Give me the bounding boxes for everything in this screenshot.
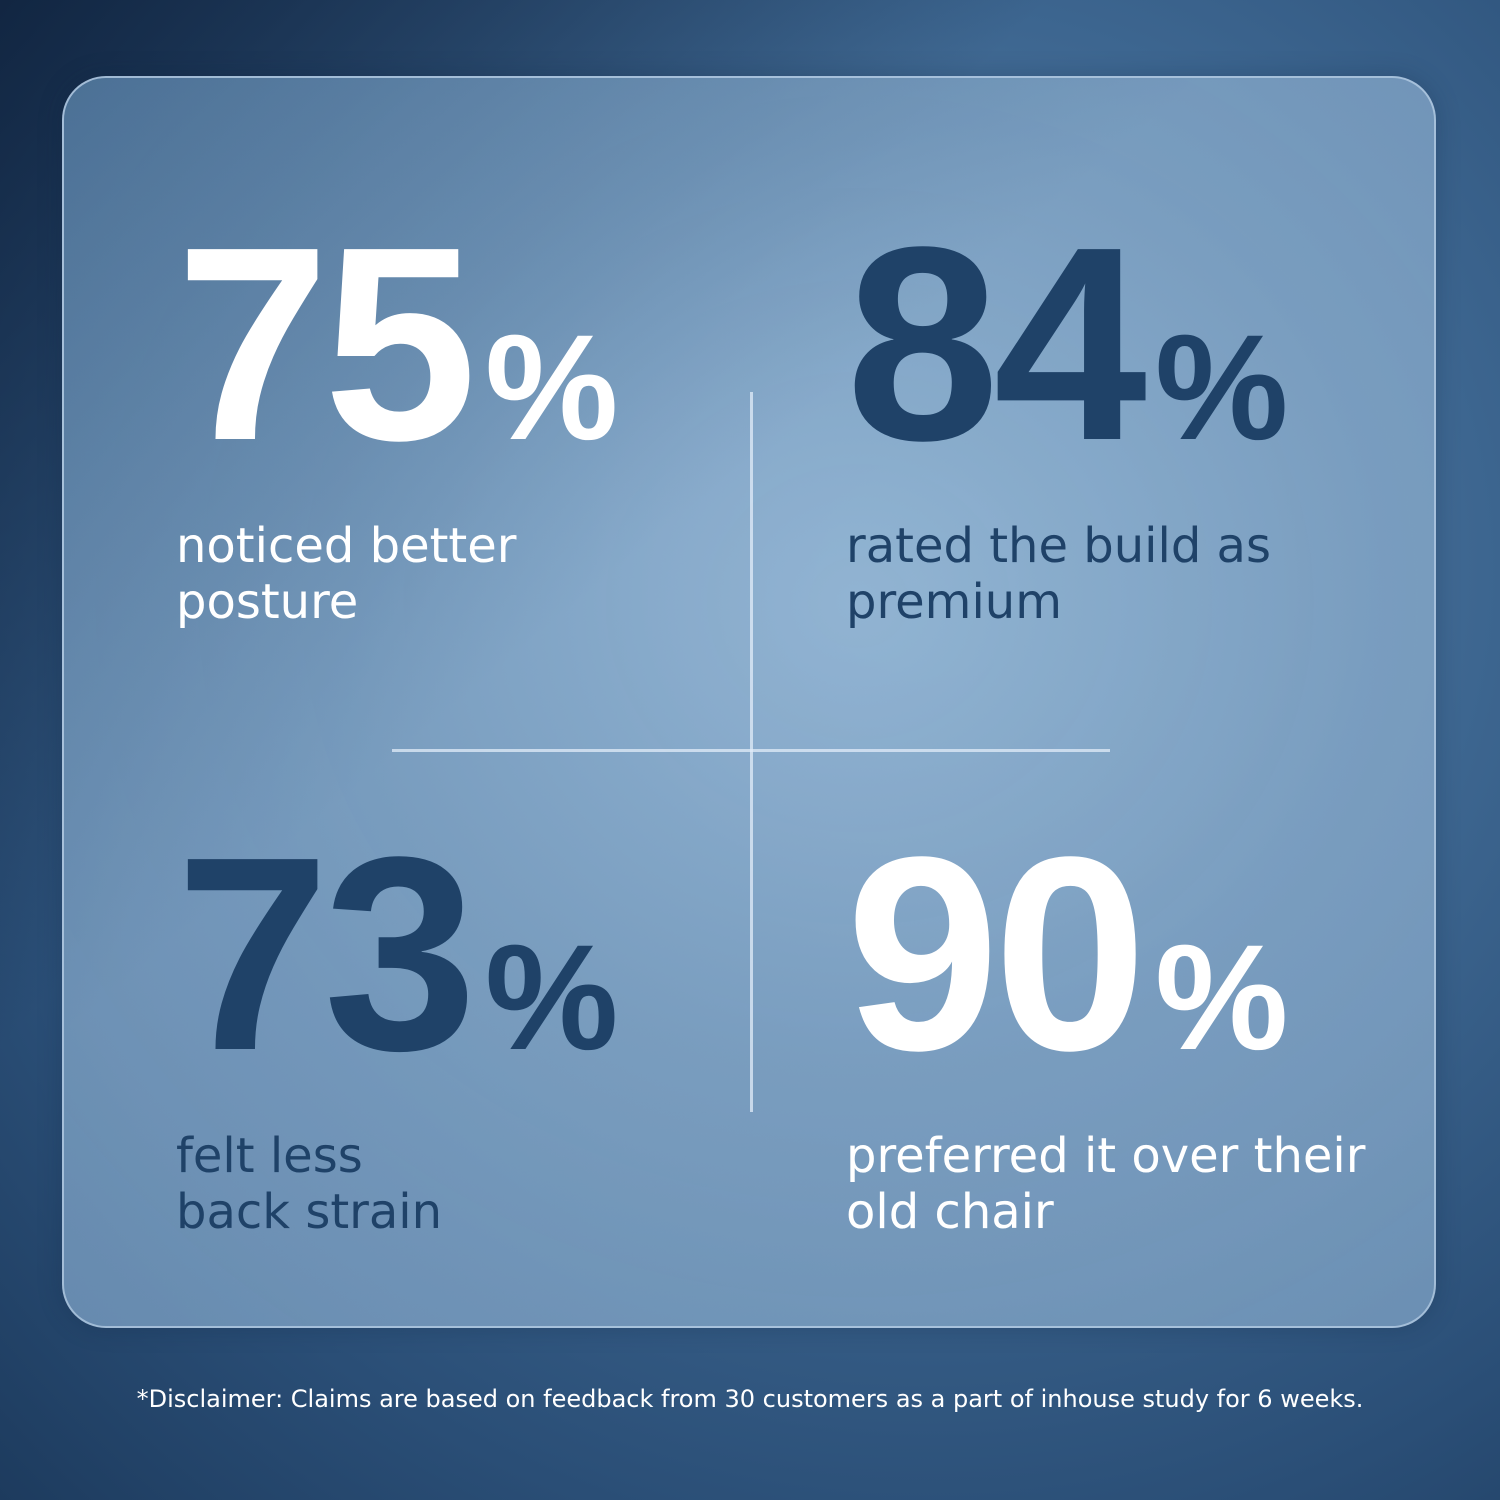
disclaimer-text: *Disclaimer: Claims are based on feedbac… bbox=[136, 1385, 1364, 1413]
stat-posture: 75% noticed better posture bbox=[176, 206, 618, 630]
stat-premium-build: 84% rated the build as premium bbox=[846, 206, 1288, 630]
stat-label-line: preferred it over their bbox=[846, 1128, 1366, 1184]
stat-label: noticed better posture bbox=[176, 518, 618, 630]
stat-label-line: noticed better bbox=[176, 518, 517, 574]
stat-preferred: 90% preferred it over their old chair bbox=[846, 816, 1366, 1240]
stat-number: 90 bbox=[846, 800, 1147, 1108]
stat-label-line: premium bbox=[846, 574, 1062, 630]
stat-label-line: posture bbox=[176, 574, 359, 630]
stat-number: 73 bbox=[176, 800, 477, 1108]
stat-label-line: back strain bbox=[176, 1184, 443, 1240]
stat-value: 73% bbox=[176, 816, 618, 1092]
stat-value: 75% bbox=[176, 206, 618, 482]
stat-number: 84 bbox=[846, 190, 1147, 498]
stats-card: 75% noticed better posture 84% rated the … bbox=[62, 76, 1436, 1328]
stat-label: preferred it over their old chair bbox=[846, 1128, 1366, 1240]
stat-number: 75 bbox=[176, 190, 477, 498]
stat-label: felt less back strain bbox=[176, 1128, 618, 1240]
stat-label: rated the build as premium bbox=[846, 518, 1288, 630]
stat-label-line: felt less bbox=[176, 1128, 363, 1184]
percent-sign: % bbox=[1155, 303, 1289, 471]
stat-back-strain: 73% felt less back strain bbox=[176, 816, 618, 1240]
vertical-divider bbox=[750, 392, 753, 1112]
percent-sign: % bbox=[485, 913, 619, 1081]
stat-label-line: rated the build as bbox=[846, 518, 1271, 574]
stat-value: 90% bbox=[846, 816, 1366, 1092]
percent-sign: % bbox=[485, 303, 619, 471]
stat-label-line: old chair bbox=[846, 1184, 1054, 1240]
stat-value: 84% bbox=[846, 206, 1288, 482]
percent-sign: % bbox=[1155, 913, 1289, 1081]
horizontal-divider bbox=[392, 749, 1110, 752]
